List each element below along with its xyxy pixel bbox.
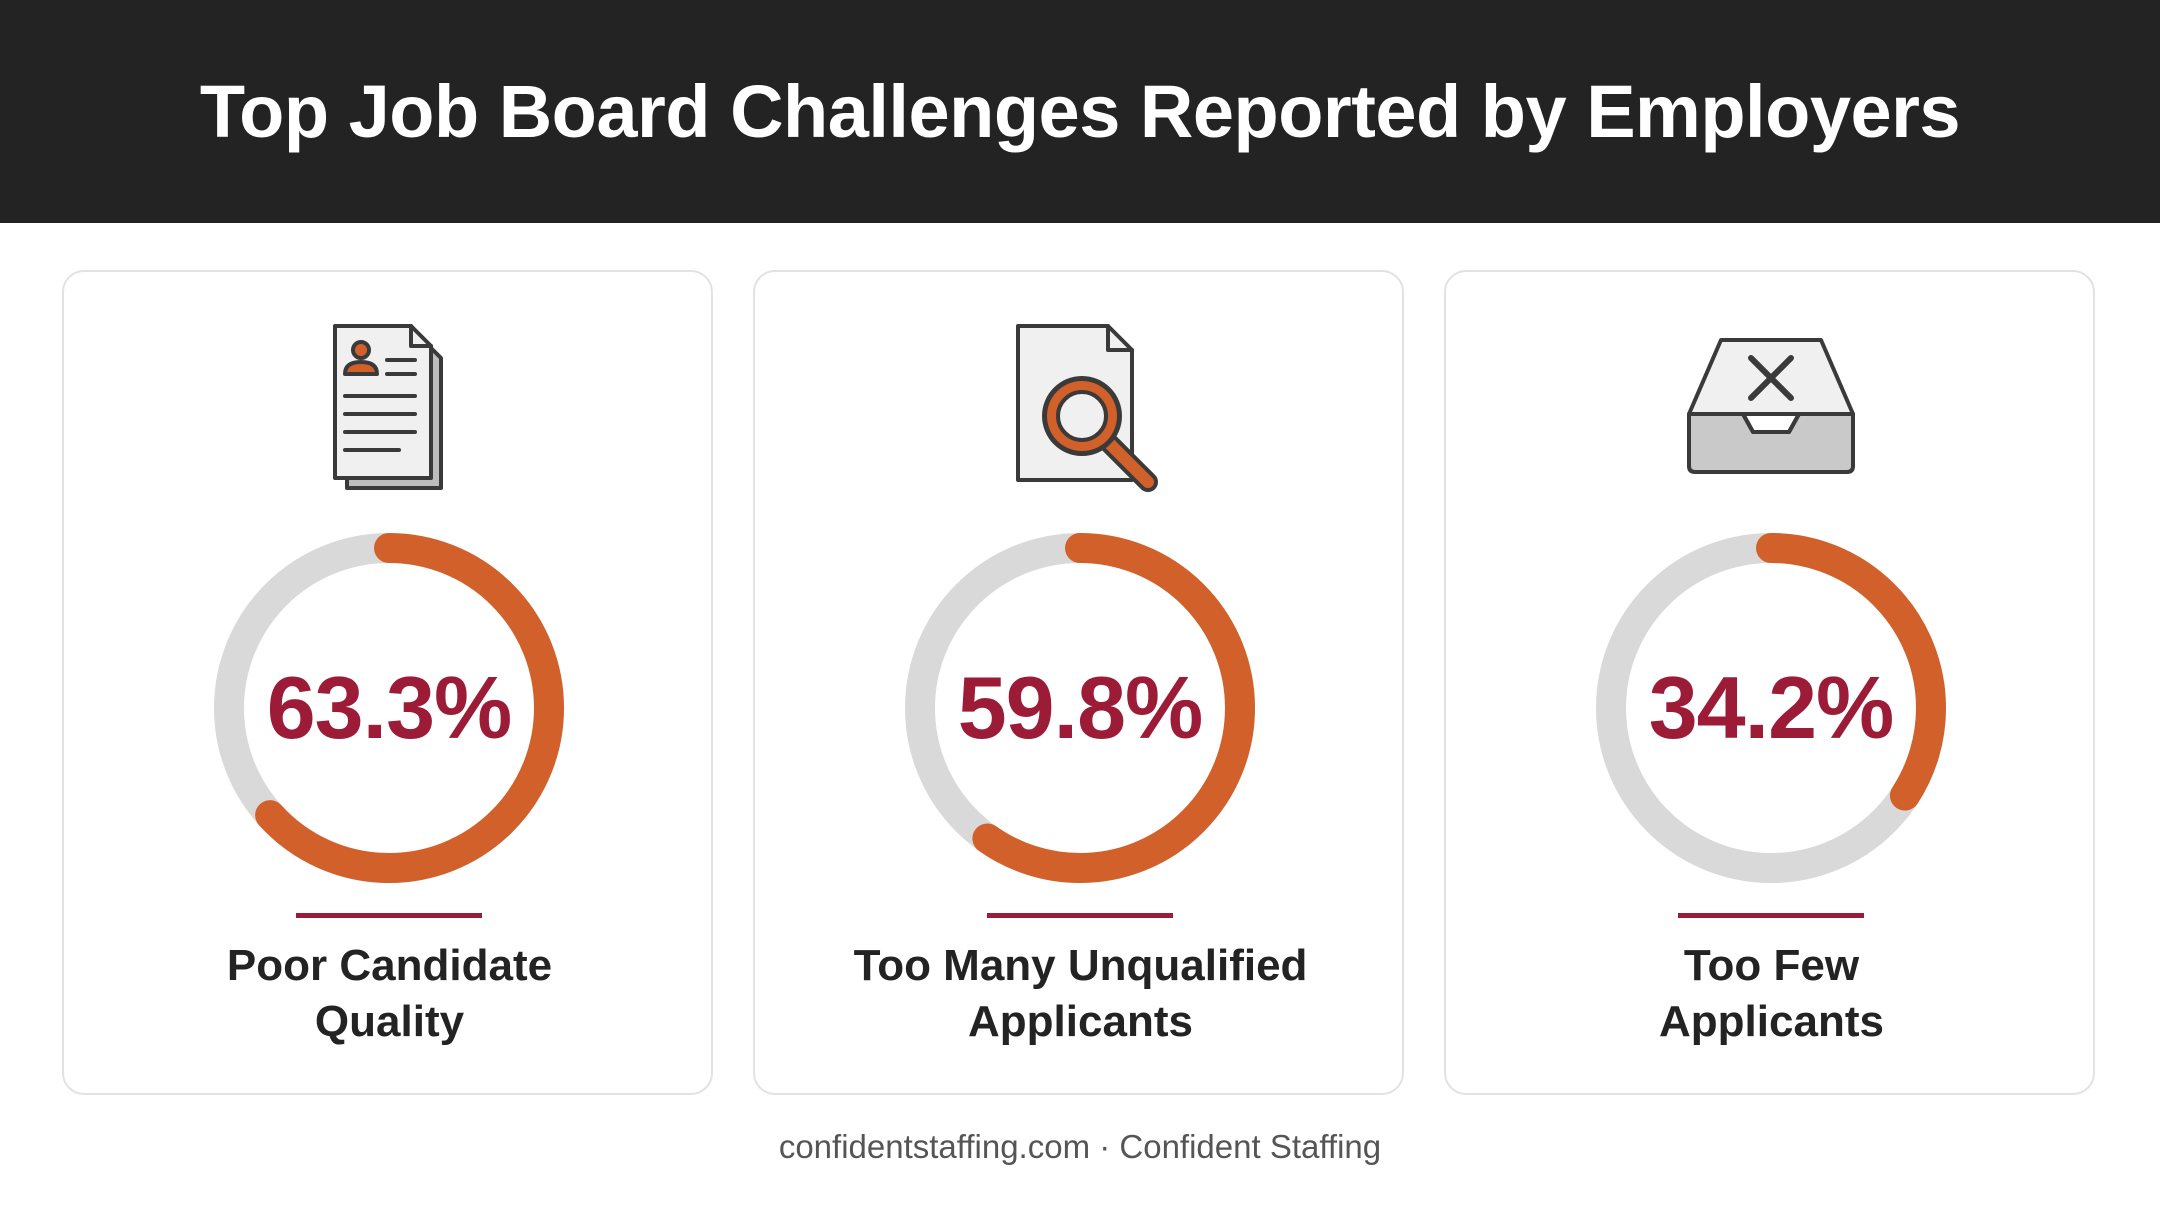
category-label-line: Applicants: [968, 997, 1193, 1046]
stat-card-poor-candidate-quality: 63.3% Poor Candidate Quality: [62, 270, 713, 1095]
donut-chart: 63.3%: [209, 528, 569, 888]
donut-chart: 59.8%: [900, 528, 1260, 888]
value-label: 63.3%: [266, 658, 513, 757]
page-title: Top Job Board Challenges Reported by Emp…: [199, 70, 1961, 153]
accent-divider: [1678, 913, 1864, 918]
category-label-line: Too Few: [1683, 941, 1860, 990]
accent-divider: [987, 913, 1173, 918]
category-label: Too Few Applicants: [1466, 938, 2077, 1050]
category-label-line: Too Many Unqualified: [853, 941, 1308, 990]
category-label: Poor Candidate Quality: [84, 938, 695, 1050]
donut-value-arc: [905, 533, 1255, 883]
accent-divider: [296, 913, 482, 918]
category-label-line: Quality: [314, 997, 465, 1046]
donut-value-arc: [214, 533, 564, 883]
value-label: 59.8%: [957, 658, 1204, 757]
resume-document-icon: [333, 324, 443, 490]
donut-value-arc: [1596, 533, 1946, 883]
category-label-line: Poor Candidate: [226, 941, 553, 990]
document-search-icon: [1016, 324, 1158, 492]
empty-inbox-x-icon: [1687, 338, 1855, 474]
value-label: 34.2%: [1648, 658, 1895, 757]
category-label-line: Applicants: [1659, 997, 1884, 1046]
stat-card-too-many-unqualified: 59.8% Too Many Unqualified Applicants: [753, 270, 1404, 1095]
header-bar: Top Job Board Challenges Reported by Emp…: [0, 0, 2160, 223]
category-label: Too Many Unqualified Applicants: [775, 938, 1386, 1050]
donut-chart: 34.2%: [1591, 528, 1951, 888]
source-footer: confidentstaffing.com · Confident Staffi…: [778, 1128, 1382, 1165]
stat-card-too-few-applicants: 34.2% Too Few Applicants: [1444, 270, 2095, 1095]
